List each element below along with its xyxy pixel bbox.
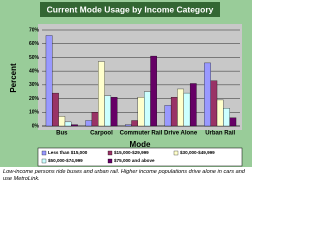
legend-swatch: [107, 150, 113, 156]
bar: [125, 124, 132, 127]
bar: [189, 83, 197, 127]
legend-label: $75,000 and above: [114, 158, 155, 163]
bar: [216, 99, 224, 127]
legend-label: Less than $15,000: [48, 150, 88, 155]
y-tick-label: 10%: [29, 110, 40, 116]
x-tick-label: Urban Rail: [205, 131, 235, 137]
bar: [170, 97, 178, 127]
legend-box: [37, 147, 243, 167]
bar: [137, 97, 145, 127]
chart: Current Mode Usage by Income Category Pe…: [0, 0, 252, 182]
y-tick-label: 70%: [29, 27, 40, 33]
legend-label: $30,000-$49,999: [180, 150, 215, 155]
legend-label: $50,000-$74,999: [48, 158, 83, 163]
bar: [71, 124, 78, 127]
title-banner: [40, 2, 220, 17]
legend-swatch: [41, 150, 47, 156]
bar: [91, 112, 99, 127]
bar: [85, 120, 93, 127]
bar: [52, 92, 59, 127]
bar: [45, 35, 53, 127]
bar: [131, 120, 138, 127]
legend-swatch: [41, 158, 47, 164]
bar: [210, 80, 218, 127]
y-axis-label: Percent: [9, 63, 18, 93]
bar: [104, 95, 112, 127]
x-tick-label: Carpool: [90, 131, 113, 137]
y-tick-label: 50%: [29, 55, 40, 61]
bar: [223, 108, 230, 127]
legend-swatch: [107, 158, 113, 164]
x-axis-label: Mode: [130, 140, 151, 149]
bar: [144, 91, 151, 127]
legend-label: $15,000-$29,999: [114, 150, 149, 155]
bar: [183, 92, 191, 127]
caption: Low-income persons ride buses and urban …: [3, 169, 245, 182]
bar: [98, 61, 105, 127]
bar: [64, 121, 72, 127]
y-tick-label: 40%: [29, 68, 40, 74]
bar: [150, 55, 157, 127]
x-tick-label: Bus: [56, 131, 68, 137]
bar: [177, 88, 184, 127]
y-tick-label: 60%: [29, 41, 40, 47]
bar: [164, 105, 172, 127]
x-tick-label: Drive Alone: [164, 131, 198, 137]
bar: [58, 116, 66, 127]
bar: [229, 117, 237, 127]
y-tick-label: 30%: [29, 82, 40, 88]
legend-swatch: [173, 150, 179, 156]
x-tick-label: Commuter Rail: [120, 131, 163, 137]
bar: [204, 62, 211, 127]
y-tick-label: 0%: [32, 123, 40, 129]
y-tick-label: 20%: [29, 96, 40, 102]
chart-title: Current Mode Usage by Income Category: [47, 4, 214, 14]
caption-box: Low-income persons ride buses and urban …: [3, 169, 245, 182]
bar: [110, 97, 118, 127]
